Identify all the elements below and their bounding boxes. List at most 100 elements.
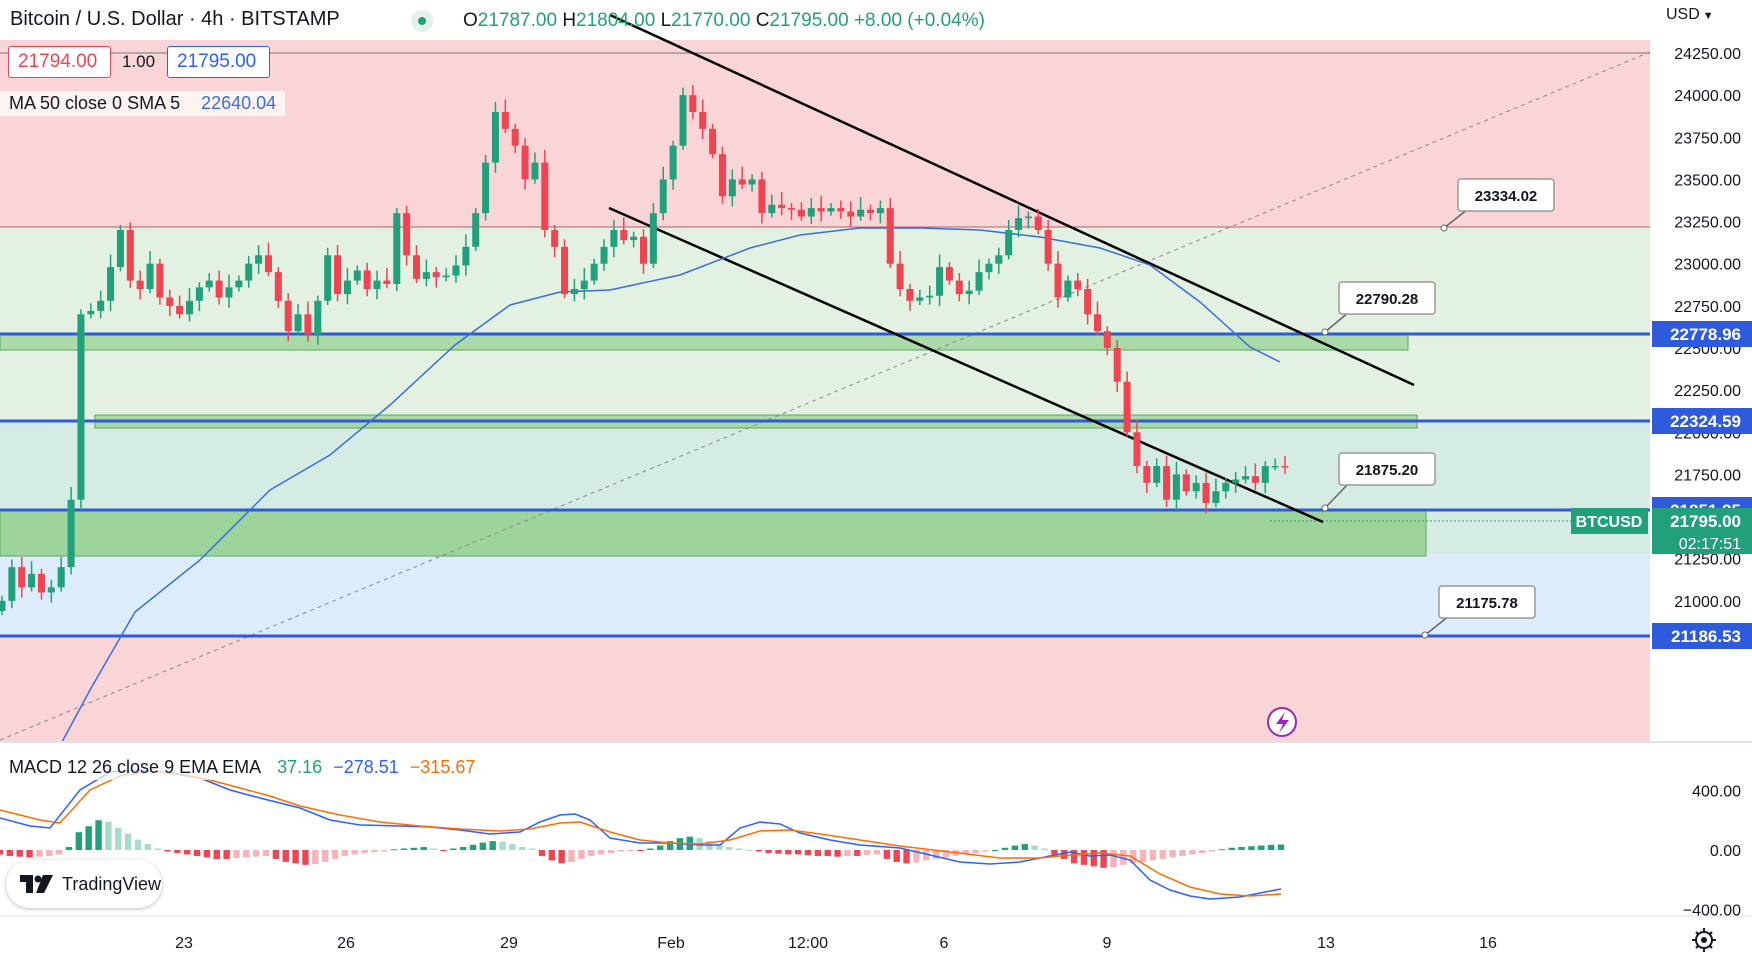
candle-body xyxy=(186,300,194,315)
candle-body xyxy=(87,310,95,315)
candle-body xyxy=(1044,230,1052,264)
candle-body xyxy=(205,280,213,288)
candle-body xyxy=(788,208,796,210)
macd-histogram-bar xyxy=(1031,845,1038,850)
candle-body xyxy=(1064,280,1072,298)
macd-histogram-bar xyxy=(124,833,132,850)
macd-histogram-bar xyxy=(341,850,349,856)
symbol-badge xyxy=(1571,508,1648,534)
level-price-text: 22778.96 xyxy=(1670,325,1741,344)
time-axis[interactable]: 23 26 29 Feb 12:00 6 9 13 16 xyxy=(175,935,1497,952)
time-tick-label: 23 xyxy=(175,935,193,952)
macd-histogram-bar xyxy=(607,850,615,853)
macd-histogram-bar xyxy=(282,850,289,862)
price-callout-text: 21175.78 xyxy=(1456,595,1518,612)
macd-histogram-bar xyxy=(548,850,556,861)
candle-body xyxy=(709,128,717,155)
candle-body xyxy=(1084,289,1092,315)
candle-body xyxy=(659,179,667,214)
price-tick-label: 22750.00 xyxy=(1674,299,1741,316)
lightning-icon[interactable] xyxy=(1267,707,1297,737)
macd-histogram-bar xyxy=(1051,850,1058,855)
candle-body xyxy=(284,300,292,332)
symbol-title[interactable]: Bitcoin / U.S. Dollar · 4h · BITSTAMP xyxy=(10,8,340,30)
level-price-text: 22324.59 xyxy=(1670,412,1741,431)
candle-body xyxy=(1222,482,1230,492)
macd-histogram-bar xyxy=(519,847,526,850)
price-callout[interactable] xyxy=(1338,452,1436,486)
macd-histogram-bar xyxy=(1080,850,1088,865)
macd-histogram-bar xyxy=(627,850,634,851)
macd-histogram-bar xyxy=(942,850,950,858)
candle-body xyxy=(28,573,36,588)
macd-histogram-bar xyxy=(6,850,14,856)
candle-body xyxy=(649,213,657,264)
candle-body xyxy=(906,289,914,301)
buy-price-button[interactable]: 21795.00 xyxy=(167,46,270,78)
ma-50-line xyxy=(61,227,1281,743)
macd-histogram-bar xyxy=(233,850,240,859)
macd-histogram-bar xyxy=(440,850,447,851)
price-callout[interactable] xyxy=(1457,178,1555,212)
price-scale[interactable] xyxy=(1650,0,1752,742)
candle-body xyxy=(1182,474,1190,492)
candle-body xyxy=(985,263,993,273)
candle-body xyxy=(570,289,578,295)
macd-histogram-bar xyxy=(1139,850,1147,862)
macd-histogram-bar xyxy=(253,850,260,857)
candle-body xyxy=(778,204,786,209)
candle-body xyxy=(837,208,845,212)
macd-histogram-bar xyxy=(75,832,83,850)
macd-histogram-bar xyxy=(1110,850,1117,868)
candle-body xyxy=(1143,466,1151,483)
macd-histogram-bar xyxy=(1159,850,1166,859)
quantity-field[interactable]: 1.00 xyxy=(122,52,156,71)
macd-histogram-bar xyxy=(824,850,831,856)
candle-body xyxy=(314,300,322,335)
candle-body xyxy=(294,314,302,332)
price-tick-label: 23000.00 xyxy=(1674,257,1741,274)
channel-upper-line[interactable] xyxy=(609,13,1415,387)
sell-price-button[interactable]: 21794.00 xyxy=(8,46,111,78)
macd-indicator-legend[interactable]: MACD 12 26 close 9 EMA EMA 37.16 −278.51… xyxy=(0,755,485,780)
macd-histogram-bar xyxy=(509,844,516,850)
level-labels: 22778.9622324.5921851.9521186.53BTCUSD21… xyxy=(1571,321,1752,649)
candle-body xyxy=(156,263,164,298)
macd-histogram-bar xyxy=(568,850,575,862)
macd-histogram-bar xyxy=(863,850,871,856)
settings-gear-icon[interactable] xyxy=(1692,928,1716,952)
level-price-text: 21186.53 xyxy=(1671,627,1741,646)
currency-label: USD xyxy=(1666,6,1700,23)
candle-body xyxy=(1074,280,1082,289)
candle-body xyxy=(876,208,884,214)
macd-histogram-bar xyxy=(351,850,358,855)
price-tick-label: 21250.00 xyxy=(1674,552,1741,569)
candle-body xyxy=(413,255,421,279)
macd-histogram-bar xyxy=(115,827,122,850)
currency-selector[interactable]: USD ▼ xyxy=(1666,6,1714,24)
macd-histogram-bar xyxy=(657,845,664,850)
candle-body xyxy=(166,297,174,306)
price-tick-label: 23500.00 xyxy=(1674,172,1741,189)
candle-body xyxy=(403,213,411,256)
candle-body xyxy=(817,208,825,212)
macd-histogram-bar xyxy=(223,850,230,859)
tradingview-logo-text: TradingView xyxy=(62,873,162,894)
price-callout[interactable] xyxy=(1338,281,1436,315)
candle-body xyxy=(176,305,184,315)
candle-body xyxy=(304,314,312,335)
macd-histogram-bar xyxy=(755,850,762,852)
open-label: O xyxy=(463,10,478,31)
trend-dashed-line xyxy=(0,51,1651,741)
macd-histogram-bar xyxy=(873,850,881,855)
price-callout[interactable] xyxy=(1438,585,1536,619)
tradingview-logo[interactable]: TradingView xyxy=(6,860,162,908)
candle-body xyxy=(363,270,371,289)
ma-indicator-legend[interactable]: MA 50 close 0 SMA 5 22640.04 xyxy=(0,91,286,116)
candle-body xyxy=(1133,432,1141,466)
candlestick-series xyxy=(0,85,1289,616)
time-tick-label: 12:00 xyxy=(788,935,828,952)
channel-lower-line[interactable] xyxy=(608,206,1324,524)
macd-histogram-bar xyxy=(1179,850,1186,856)
